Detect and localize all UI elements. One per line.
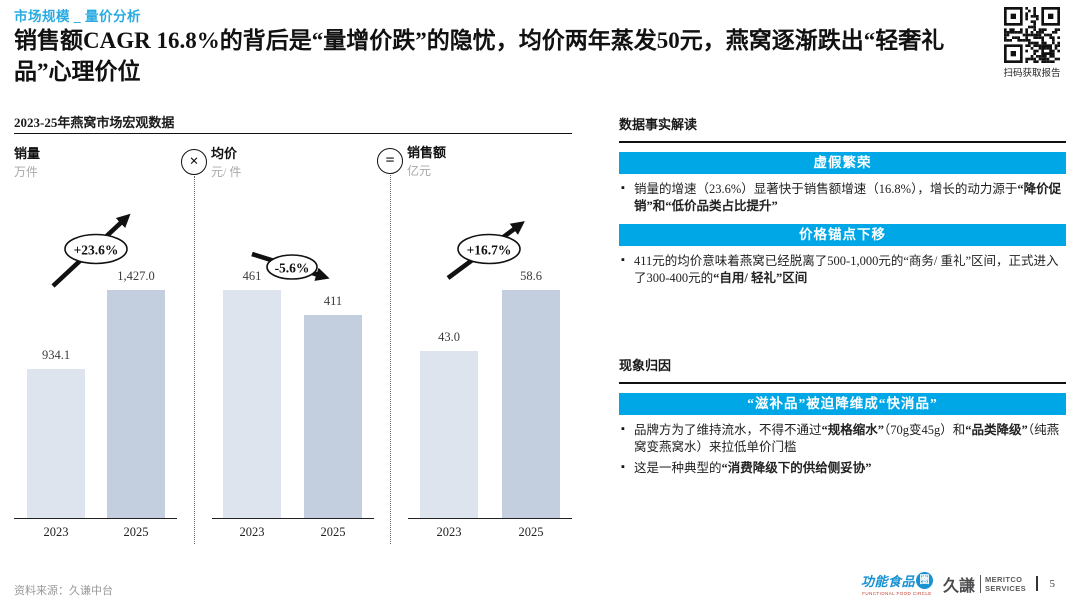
breadcrumb: 市场规模 _ 量价分析 bbox=[14, 9, 141, 24]
legend-revenue-unit: 亿元 bbox=[407, 164, 432, 178]
bar-plots: 934.1 2023 1,427.0 2025 461 2023 411 2025 43.0 20… bbox=[14, 112, 572, 560]
equals-operator-icon: = bbox=[377, 148, 403, 174]
bullet-item: 411元的均价意味着燕窝已经脱离了500-1,000元的“商务/ 重礼”区间，正… bbox=[621, 253, 1066, 287]
figure-title-rule bbox=[14, 133, 572, 134]
meritco-line1: MERITCO bbox=[985, 574, 1023, 584]
bar-value-label: 934.1 bbox=[41, 348, 71, 362]
bar-2025 bbox=[107, 290, 165, 518]
section-attribution: 现象归因 “滋补品”被迫降维成“快消品” 品牌方为了维持流水，不得不通过“规格缩… bbox=[619, 353, 1066, 481]
x-axis-tick-label: 2023 bbox=[43, 525, 69, 539]
bullet-item: 销量的增速（23.6%）显著快于销售额增速（16.8%），增长的动力源于“降价促… bbox=[621, 181, 1066, 215]
legend-volume: 销量 万件 bbox=[14, 143, 40, 180]
ffc-logo-badge: 圈 bbox=[915, 572, 933, 589]
bullet-item: 这是一种典型的“消费降级下的供给侧妥协” bbox=[621, 460, 1066, 477]
qr-block: 扫码获取报告 bbox=[1001, 7, 1063, 79]
x-axis-tick-label: 2023 bbox=[436, 525, 462, 539]
bar-value-label: 58.6 bbox=[520, 269, 542, 283]
x-axis-tick-label: 2025 bbox=[123, 525, 149, 539]
figure-title: 2023-25年燕窝市场宏观数据 bbox=[14, 115, 175, 130]
section-heading: 现象归因 bbox=[619, 353, 1066, 384]
x-axis-volume bbox=[14, 518, 177, 519]
bullet-list: 品牌方为了维持流水，不得不通过“规格缩水”（70g变45g）和“品类降级”（纯燕… bbox=[619, 422, 1066, 477]
x-axis-tick-label: 2025 bbox=[518, 525, 544, 539]
legend-volume-name: 销量 bbox=[14, 146, 41, 161]
bar-2023 bbox=[420, 351, 478, 518]
banner-downgrade: “滋补品”被迫降维成“快消品” bbox=[619, 393, 1066, 415]
meritco-line2: SERVICES bbox=[985, 583, 1026, 593]
bullet-list: 411元的均价意味着燕窝已经脱离了500-1,000元的“商务/ 重礼”区间，正… bbox=[619, 253, 1066, 287]
page-number: 5 bbox=[1049, 577, 1056, 590]
footer-logos: 功能食品 圈 FUNCTIONAL FOOD CIRCLE 久謙 MERITCO… bbox=[861, 571, 1055, 596]
qr-caption: 扫码获取报告 bbox=[1003, 69, 1061, 79]
chart-separator bbox=[194, 176, 195, 544]
page-separator bbox=[1036, 576, 1038, 591]
x-axis-tick-label: 2025 bbox=[320, 525, 346, 539]
bar-value-label: 411 bbox=[323, 294, 343, 308]
page-title: 销售额CAGR 16.8%的背后是“量增价跌”的隐忧，均价两年蒸发50元，燕窝逐… bbox=[14, 28, 945, 84]
section-heading: 数据事实解读 bbox=[619, 112, 1066, 143]
bullet-item: 品牌方为了维持流水，不得不通过“规格缩水”（70g变45g）和“品类降级”（纯燕… bbox=[621, 422, 1066, 456]
bar-value-label: 43.0 bbox=[438, 330, 460, 344]
ffc-logo-text: 功能食品 bbox=[860, 574, 915, 589]
ffc-logo-subtext: FUNCTIONAL FOOD CIRCLE bbox=[862, 591, 932, 596]
legend-revenue-name: 销售额 bbox=[407, 145, 447, 160]
qr-code-icon bbox=[1004, 7, 1060, 63]
meritco-cn-text: 久謙 bbox=[942, 577, 975, 595]
bar-2025 bbox=[304, 315, 362, 518]
bar-value-label: 1,427.0 bbox=[117, 269, 155, 283]
functional-food-circle-logo: 功能食品 圈 FUNCTIONAL FOOD CIRCLE bbox=[861, 571, 933, 596]
banner-price-anchor: 价格锚点下移 bbox=[619, 224, 1066, 246]
banner-false-prosperity: 虚假繁荣 bbox=[619, 152, 1066, 174]
x-axis-tick-label: 2023 bbox=[239, 525, 265, 539]
legend-revenue: 销售额 亿元 bbox=[407, 142, 446, 179]
x-axis-price bbox=[212, 518, 374, 519]
source-note: 资料来源：久谦中台 bbox=[14, 585, 113, 597]
bar-2023 bbox=[223, 290, 281, 518]
legend-price-name: 均价 bbox=[211, 146, 238, 161]
bar-2025 bbox=[502, 290, 560, 518]
legend-price-unit: 元/ 件 bbox=[211, 165, 242, 179]
meritco-logo: 久謙 MERITCO SERVICES bbox=[943, 572, 1026, 596]
bullet-list: 销量的增速（23.6%）显著快于销售额增速（16.8%），增长的动力源于“降价促… bbox=[619, 181, 1066, 215]
bar-value-label: 461 bbox=[242, 269, 262, 283]
bar-2023 bbox=[27, 369, 85, 518]
section-data-interpretation: 数据事实解读 虚假繁荣 销量的增速（23.6%）显著快于销售额增速（16.8%）… bbox=[619, 112, 1066, 291]
chart-separator bbox=[390, 175, 391, 544]
x-axis-revenue bbox=[408, 518, 572, 519]
multiply-operator-icon: × bbox=[181, 149, 207, 175]
legend-volume-unit: 万件 bbox=[14, 165, 39, 179]
macro-data-figure: 2023-25年燕窝市场宏观数据 销量 万件 × 均价 元/ 件 = 销售额 亿… bbox=[14, 112, 572, 560]
legend-price: 均价 元/ 件 bbox=[211, 143, 241, 180]
